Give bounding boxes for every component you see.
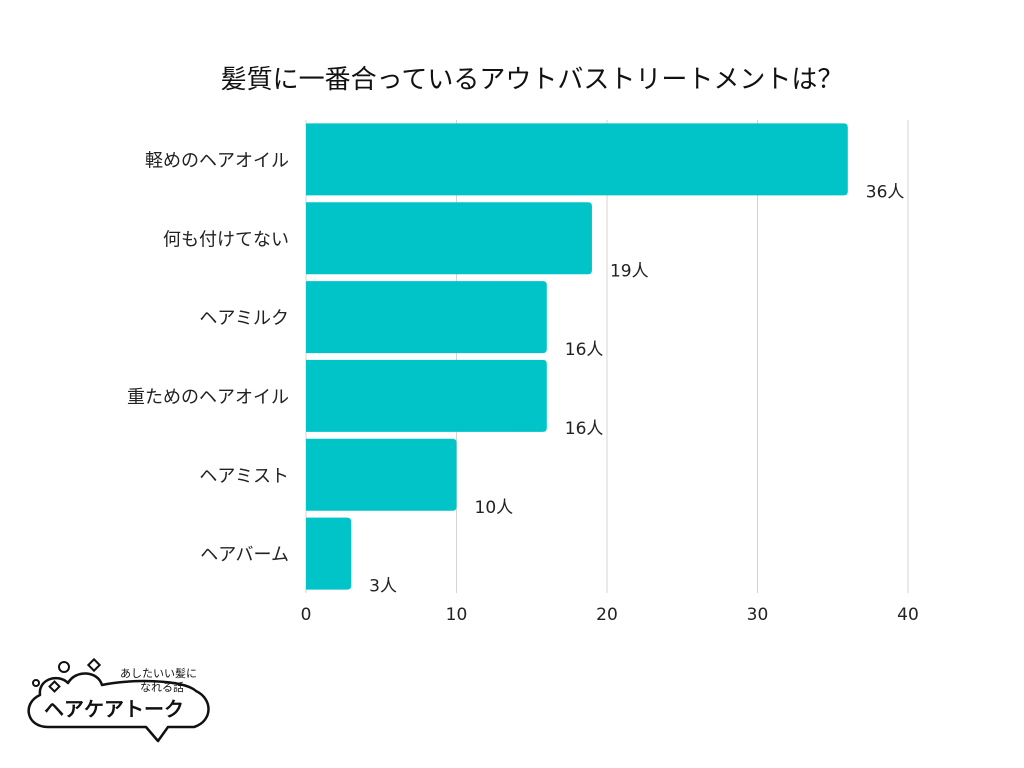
bubble-icon xyxy=(32,679,40,687)
value-label: 10人 xyxy=(475,498,514,518)
x-tick-label: 30 xyxy=(747,605,769,625)
logo-brand-text: ヘアケアトーク xyxy=(44,697,184,721)
chart-title: 髪質に一番合っているアウトバストリートメントは？ xyxy=(221,65,844,95)
category-label: 何も付けてない xyxy=(163,229,289,250)
category-label: 軽めのヘアオイル xyxy=(145,150,289,171)
sparkle-icon xyxy=(48,680,61,693)
bubble-icon xyxy=(58,661,70,673)
bar xyxy=(306,202,592,275)
logo-tagline-1: あしたいい髪に xyxy=(120,666,197,680)
labels: 0 10 20 30 40軽めのヘアオイル36人何も付けてない19人ヘアミルク16人重た… xyxy=(127,150,919,625)
x-tick-label: 20 xyxy=(596,605,618,625)
value-label: 16人 xyxy=(565,419,604,439)
bar xyxy=(306,517,352,590)
x-tick-label: 10 xyxy=(446,605,468,625)
category-label: ヘアミスト xyxy=(199,466,289,487)
logo-graphic: あしたいい髪に なれる話 ヘアケアトーク xyxy=(27,657,210,743)
category-label: ヘアバーム xyxy=(200,545,289,566)
category-label: 重ためのヘアオイル xyxy=(127,387,289,408)
x-tick-label: 40 xyxy=(897,605,919,625)
bar xyxy=(306,281,547,354)
bar xyxy=(306,359,547,432)
value-label: 16人 xyxy=(565,340,604,360)
logo-bubble xyxy=(27,672,210,743)
bar xyxy=(306,438,457,511)
bar xyxy=(306,123,848,196)
grid xyxy=(305,120,909,593)
bars xyxy=(306,123,848,590)
hair-care-talk-logo: あしたいい髪に なれる話 ヘアケアトーク xyxy=(18,655,218,745)
value-label: 19人 xyxy=(610,261,649,281)
x-tick-label: 0 xyxy=(301,605,312,625)
logo-tagline-2: なれる話 xyxy=(140,680,184,694)
value-label: 3人 xyxy=(369,577,397,597)
sparkle-icon xyxy=(86,657,102,673)
category-label: ヘアミルク xyxy=(199,308,289,329)
value-label: 36人 xyxy=(866,182,905,202)
